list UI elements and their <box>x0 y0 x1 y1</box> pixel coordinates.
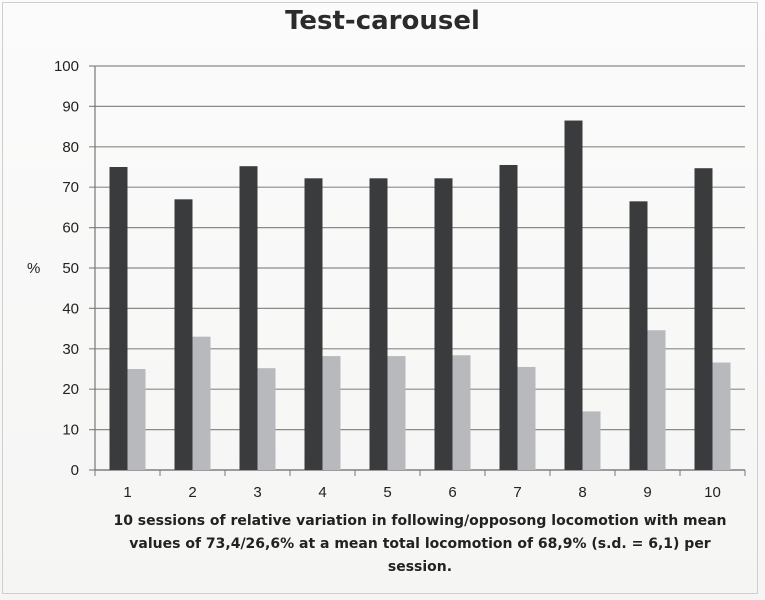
x-tick-label: 2 <box>188 484 196 501</box>
bar-series-1-session-8 <box>564 120 583 470</box>
bar-series-2-session-6 <box>452 355 471 470</box>
bar-series-1-session-3 <box>239 166 258 470</box>
x-tick-label: 7 <box>513 484 521 501</box>
chart-frame <box>2 2 758 594</box>
bar-series-1-session-2 <box>174 199 193 470</box>
bar-series-2-session-9 <box>647 330 666 470</box>
bar-series-2-session-2 <box>192 336 211 470</box>
y-tick-label: 80 <box>62 139 79 156</box>
y-tick-label: 40 <box>62 300 79 317</box>
y-tick-label: 70 <box>62 179 79 196</box>
y-axis-label: % <box>27 260 41 277</box>
x-axis-label: 10 sessions of relative variation in fol… <box>113 513 727 575</box>
x-tick-label: 10 <box>704 484 721 501</box>
bar-series-2-session-1 <box>127 369 146 470</box>
x-tick-label: 4 <box>318 484 326 501</box>
bar-series-2-session-4 <box>322 356 341 470</box>
bar-series-2-session-7 <box>517 366 536 470</box>
x-tick-label: 6 <box>448 484 456 501</box>
y-tick-label: 20 <box>62 381 79 398</box>
bar-series-2-session-8 <box>582 411 601 470</box>
bar-series-1-session-4 <box>304 178 323 470</box>
x-tick-label: 3 <box>253 484 261 501</box>
bar-series-1-session-1 <box>109 167 128 470</box>
bar-series-2-session-5 <box>387 356 406 470</box>
y-tick-label: 100 <box>54 58 79 75</box>
x-tick-label: 1 <box>123 484 131 501</box>
y-tick-label: 0 <box>71 462 79 479</box>
y-tick-label: 30 <box>62 341 79 358</box>
x-tick-label: 9 <box>643 484 651 501</box>
x-tick-label: 5 <box>383 484 391 501</box>
bar-series-1-session-10 <box>694 168 713 470</box>
y-tick-label: 10 <box>62 422 79 439</box>
bar-series-2-session-10 <box>712 362 731 470</box>
y-tick-label: 50 <box>62 260 79 277</box>
bar-series-1-session-9 <box>629 201 648 470</box>
bar-series-2-session-3 <box>257 368 276 470</box>
bar-series-1-session-6 <box>434 178 453 470</box>
x-tick-label: 8 <box>578 484 586 501</box>
y-tick-label: 60 <box>62 220 79 237</box>
bar-series-1-session-5 <box>369 178 388 470</box>
y-tick-label: 90 <box>62 98 79 115</box>
chart-title: Test-carousel <box>285 6 480 36</box>
bar-series-1-session-7 <box>499 164 518 471</box>
